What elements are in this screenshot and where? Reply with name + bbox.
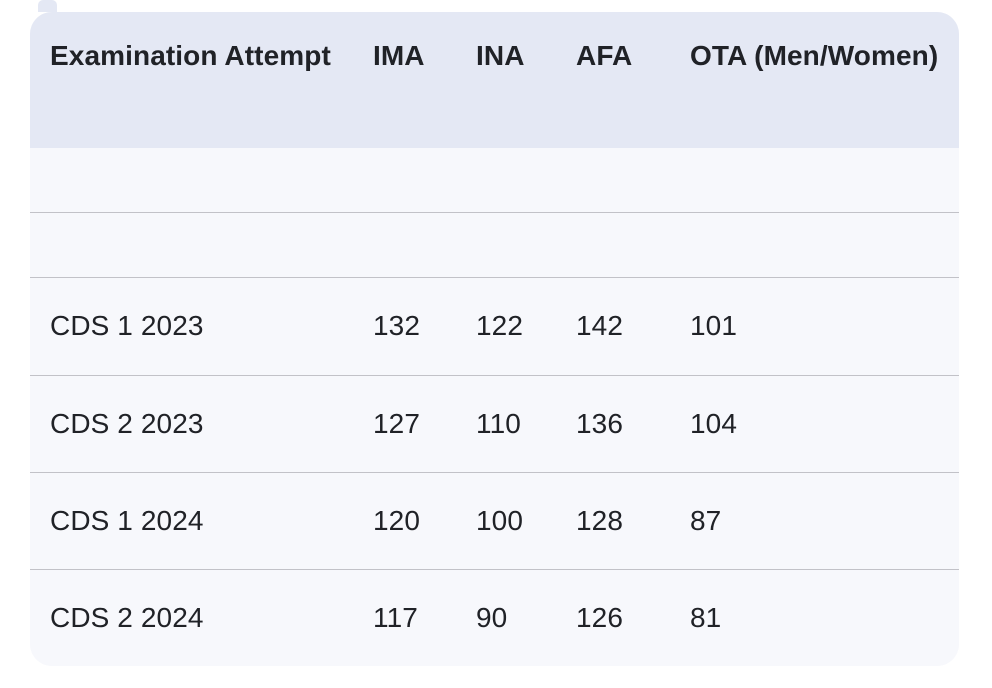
cell-ina: 90 xyxy=(476,601,508,633)
cell-ina: 110 xyxy=(476,407,521,439)
column-header-ota: OTA (Men/Women) xyxy=(690,40,939,71)
column-header-ina: INA xyxy=(476,40,525,71)
clipped-element-top xyxy=(38,0,57,12)
table-header-row: Examination Attempt IMA INA AFA OTA (Men… xyxy=(30,12,959,148)
column-header-afa: AFA xyxy=(576,40,633,71)
cell-attempt: CDS 2 2024 xyxy=(50,601,204,633)
cell-ota: 101 xyxy=(690,310,738,342)
table-row-cds-2-2024: CDS 2 2024 117 90 126 81 xyxy=(30,568,959,666)
cell-ima: 132 xyxy=(373,310,421,342)
cell-attempt: CDS 1 2023 xyxy=(50,310,204,342)
cell-ima: 120 xyxy=(373,504,421,536)
cell-afa: 136 xyxy=(576,407,624,439)
table-row-empty-2 xyxy=(30,212,959,278)
cell-ota: 87 xyxy=(690,504,722,536)
table-row-cds-2-2023: CDS 2 2023 127 110 136 104 xyxy=(30,374,959,472)
cell-afa: 126 xyxy=(576,601,624,633)
cds-cutoff-table: Examination Attempt IMA INA AFA OTA (Men… xyxy=(30,12,959,666)
cell-ina: 100 xyxy=(476,504,524,536)
cell-afa: 128 xyxy=(576,504,624,536)
cell-ima: 117 xyxy=(373,601,418,633)
table-row-empty-1 xyxy=(30,148,959,213)
table-row-cds-1-2024: CDS 1 2024 120 100 128 87 xyxy=(30,471,959,569)
cell-ota: 81 xyxy=(690,601,722,633)
cell-attempt: CDS 1 2024 xyxy=(50,504,204,536)
table-row-cds-1-2023: CDS 1 2023 132 122 142 101 xyxy=(30,277,959,375)
cell-ima: 127 xyxy=(373,407,421,439)
cell-afa: 142 xyxy=(576,310,624,342)
cell-attempt: CDS 2 2023 xyxy=(50,407,204,439)
column-header-examination-attempt: Examination Attempt xyxy=(50,40,331,71)
cell-ota: 104 xyxy=(690,407,738,439)
column-header-ima: IMA xyxy=(373,40,425,71)
cell-ina: 122 xyxy=(476,310,524,342)
